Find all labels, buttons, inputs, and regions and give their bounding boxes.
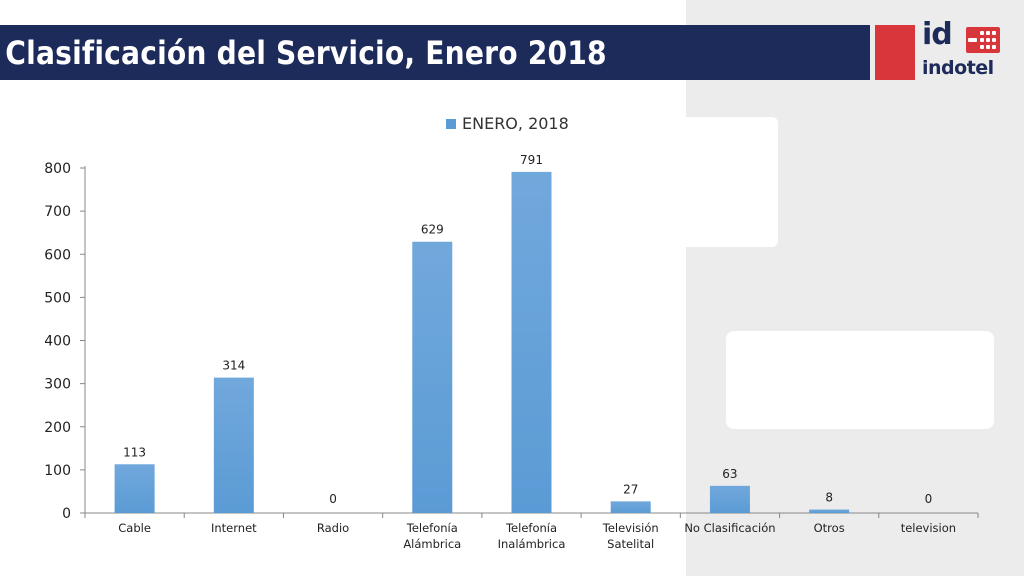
y-tick-label: 700 [44,204,71,220]
data-label: 8 [825,491,833,505]
title-bar: Clasificación del Servicio, Enero 2018 [0,25,870,80]
y-tick-label: 100 [44,463,71,479]
y-tick-label: 0 [62,506,71,522]
x-tick-label: Radio [317,521,349,535]
data-label: 629 [421,223,444,237]
legend-label: ENERO, 2018 [462,114,569,133]
bar-6 [610,501,651,513]
x-tick-label: Telefonía Alámbrica [403,521,461,551]
background-panel [686,0,1024,576]
logo-id-text: id [922,17,953,52]
y-tick-label: 500 [44,290,71,306]
page-title: Clasificación del Servicio, Enero 2018 [5,33,607,72]
chart-legend: ENERO, 2018 [446,114,569,133]
y-tick-label: 300 [44,377,71,393]
bar-5 [511,171,552,513]
data-label: 63 [722,467,737,481]
x-tick-label: television [901,521,956,535]
empty-text-box [726,331,994,429]
legend-swatch [446,118,456,129]
data-label: 791 [520,153,543,167]
bar-7 [709,485,750,513]
bar-8 [809,509,850,513]
y-tick-label: 400 [44,334,71,350]
data-label: 113 [123,445,146,459]
data-label: 314 [222,359,245,373]
data-label: 0 [925,492,933,506]
x-tick-label: Cable [118,521,151,535]
bar-4 [412,241,453,513]
y-tick-label: 600 [44,247,71,263]
logo-red-block [875,25,915,80]
logo-grid-icon [966,27,1000,53]
x-tick-label: Televisión Satelital [602,521,659,551]
data-label: 0 [329,492,337,506]
data-label: 27 [623,482,638,496]
x-tick-label: Internet [211,521,257,535]
logo-indotel-text: indotel [922,57,994,79]
indotel-logo: id indotel [922,17,1002,85]
bar-2 [213,377,254,513]
y-tick-label: 200 [44,420,71,436]
x-tick-label: No Clasificación [684,521,775,535]
x-tick-label: Otros [814,521,845,535]
background-notch [686,117,778,247]
bar-1 [114,464,155,513]
x-tick-label: Telefonía Inalámbrica [498,521,566,551]
y-tick-label: 800 [44,161,71,177]
